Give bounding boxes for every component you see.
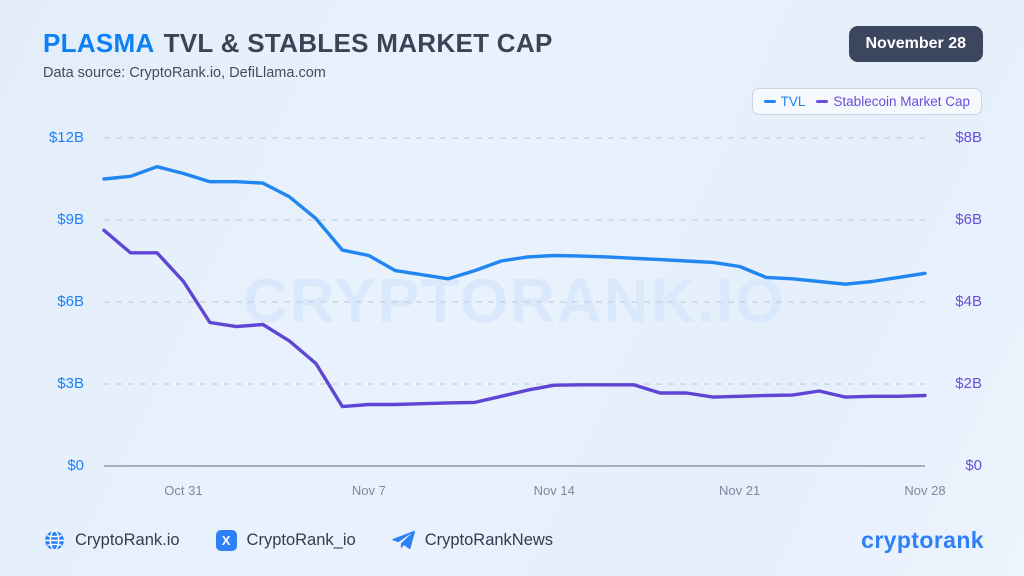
stablecoin-line-swatch: [816, 100, 829, 103]
social-telegram-link[interactable]: CryptoRankNews: [391, 530, 554, 550]
globe-icon: [45, 529, 64, 551]
title-rest: TVL & STABLES MARKET CAP: [163, 28, 553, 58]
page-title: PLASMA TVL & STABLES MARKET CAP: [43, 28, 553, 59]
social-x-link[interactable]: X CryptoRank_io: [215, 529, 356, 551]
cryptorank-logo: cryptorank: [861, 526, 984, 553]
chart-legend: TVL Stablecoin Market Cap: [751, 88, 982, 115]
social-x-label: CryptoRank_io: [246, 530, 356, 549]
footer: CryptoRank.io X CryptoRank_io CryptoRank…: [44, 524, 984, 556]
data-source-subtitle: Data source: CryptoRank.io, DefiLlama.co…: [43, 65, 326, 81]
date-badge: November 28: [848, 26, 983, 62]
legend-item-stablecoin-market-cap[interactable]: Stablecoin Market Cap: [816, 94, 970, 109]
social-telegram-label: CryptoRankNews: [424, 530, 554, 549]
social-website-label: CryptoRank.io: [75, 530, 180, 549]
legend-item-tvl[interactable]: TVL: [763, 94, 806, 109]
series-line-tvl: [102, 164, 927, 286]
x-icon: X: [215, 529, 237, 551]
tvl-line-swatch: [763, 100, 776, 103]
legend-label: TVL: [780, 94, 806, 109]
title-highlight: PLASMA: [43, 28, 155, 58]
series-line-stablecoin-market-cap: [102, 228, 927, 409]
social-website-link[interactable]: CryptoRank.io: [44, 529, 180, 551]
telegram-icon: [391, 530, 415, 550]
legend-label: Stablecoin Market Cap: [833, 94, 970, 109]
